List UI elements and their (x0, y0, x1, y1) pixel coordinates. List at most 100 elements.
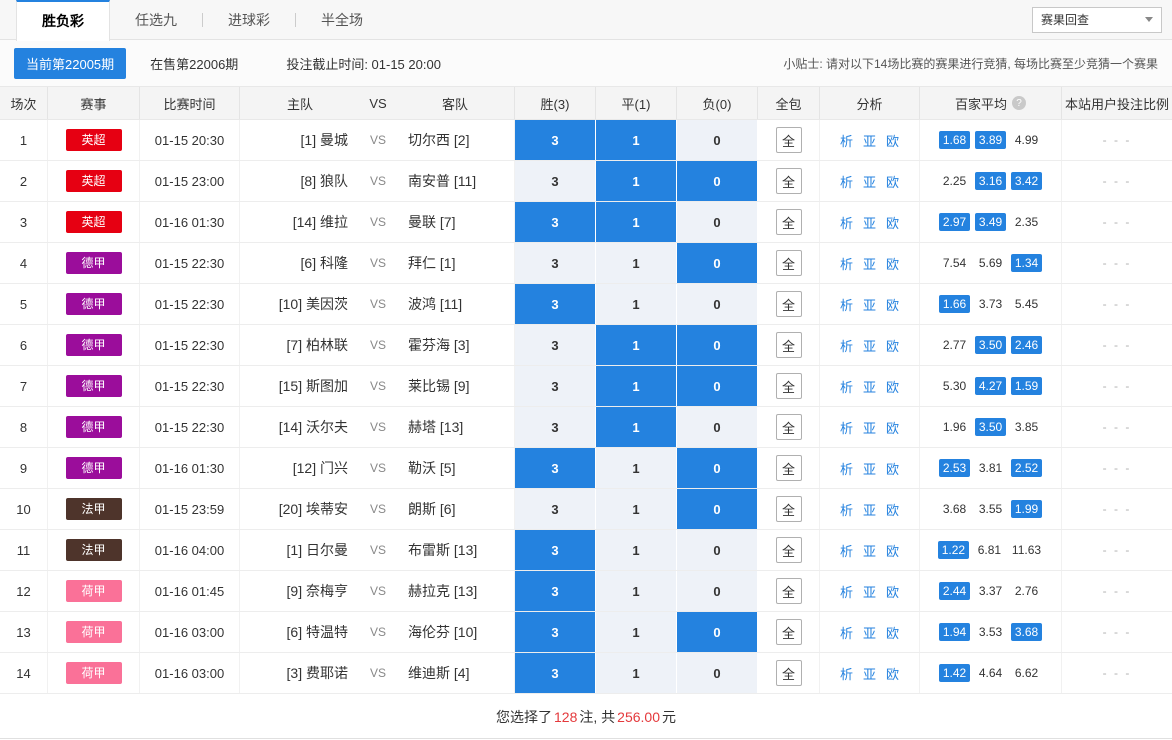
europe-odds-link[interactable]: 欧 (886, 420, 900, 436)
current-period-button[interactable]: 当前第22005期 (14, 47, 127, 79)
draw-option[interactable]: 1 (596, 653, 677, 693)
select-all-button[interactable]: 全 (775, 332, 802, 358)
select-all-button[interactable]: 全 (775, 496, 802, 522)
win-option[interactable]: 3 (515, 407, 596, 447)
draw-option[interactable]: 1 (596, 120, 677, 160)
draw-option[interactable]: 1 (596, 530, 677, 570)
europe-odds-link[interactable]: 欧 (886, 502, 900, 518)
draw-option[interactable]: 1 (596, 366, 677, 406)
lose-option[interactable]: 0 (677, 243, 758, 283)
select-all-button[interactable]: 全 (775, 455, 802, 481)
europe-odds-link[interactable]: 欧 (886, 461, 900, 477)
win-option[interactable]: 3 (515, 325, 596, 365)
win-option[interactable]: 3 (515, 489, 596, 529)
select-all-button[interactable]: 全 (775, 373, 802, 399)
lose-option[interactable]: 0 (677, 489, 758, 529)
europe-odds-link[interactable]: 欧 (886, 584, 900, 600)
europe-odds-link[interactable]: 欧 (886, 379, 900, 395)
europe-odds-link[interactable]: 欧 (886, 215, 900, 231)
europe-odds-link[interactable]: 欧 (886, 297, 900, 313)
analysis-link[interactable]: 析 (839, 174, 853, 190)
win-option[interactable]: 3 (515, 202, 596, 242)
lose-option[interactable]: 0 (677, 202, 758, 242)
tab-renxuanjiu[interactable]: 任选九 (135, 11, 177, 28)
asia-odds-link[interactable]: 亚 (862, 297, 876, 313)
win-option[interactable]: 3 (515, 161, 596, 201)
win-option[interactable]: 3 (515, 612, 596, 652)
europe-odds-link[interactable]: 欧 (886, 543, 900, 559)
asia-odds-link[interactable]: 亚 (862, 502, 876, 518)
analysis-link[interactable]: 析 (839, 338, 853, 354)
analysis-link[interactable]: 析 (839, 502, 853, 518)
asia-odds-link[interactable]: 亚 (862, 133, 876, 149)
analysis-link[interactable]: 析 (839, 666, 853, 682)
draw-option[interactable]: 1 (596, 612, 677, 652)
draw-option[interactable]: 1 (596, 407, 677, 447)
select-all-button[interactable]: 全 (775, 127, 802, 153)
analysis-link[interactable]: 析 (839, 543, 853, 559)
tab-banquanchang[interactable]: 半全场 (321, 11, 363, 28)
select-all-button[interactable]: 全 (775, 209, 802, 235)
analysis-link[interactable]: 析 (839, 256, 853, 272)
select-all-button[interactable]: 全 (775, 660, 802, 686)
win-option[interactable]: 3 (515, 653, 596, 693)
analysis-link[interactable]: 析 (839, 625, 853, 641)
analysis-link[interactable]: 析 (839, 461, 853, 477)
win-option[interactable]: 3 (515, 120, 596, 160)
help-icon[interactable]: ? (1012, 96, 1026, 110)
analysis-link[interactable]: 析 (839, 379, 853, 395)
draw-option[interactable]: 1 (596, 489, 677, 529)
europe-odds-link[interactable]: 欧 (886, 625, 900, 641)
lose-option[interactable]: 0 (677, 571, 758, 611)
europe-odds-link[interactable]: 欧 (886, 133, 900, 149)
asia-odds-link[interactable]: 亚 (862, 584, 876, 600)
draw-option[interactable]: 1 (596, 243, 677, 283)
select-all-button[interactable]: 全 (775, 537, 802, 563)
analysis-link[interactable]: 析 (839, 297, 853, 313)
draw-option[interactable]: 1 (596, 325, 677, 365)
asia-odds-link[interactable]: 亚 (862, 420, 876, 436)
lose-option[interactable]: 0 (677, 284, 758, 324)
select-all-button[interactable]: 全 (775, 291, 802, 317)
select-all-button[interactable]: 全 (775, 168, 802, 194)
asia-odds-link[interactable]: 亚 (862, 625, 876, 641)
win-option[interactable]: 3 (515, 366, 596, 406)
analysis-link[interactable]: 析 (839, 420, 853, 436)
draw-option[interactable]: 1 (596, 448, 677, 488)
europe-odds-link[interactable]: 欧 (886, 666, 900, 682)
lose-option[interactable]: 0 (677, 325, 758, 365)
lose-option[interactable]: 0 (677, 653, 758, 693)
asia-odds-link[interactable]: 亚 (862, 256, 876, 272)
europe-odds-link[interactable]: 欧 (886, 174, 900, 190)
win-option[interactable]: 3 (515, 243, 596, 283)
tab-jinqiucai[interactable]: 进球彩 (228, 11, 270, 28)
draw-option[interactable]: 1 (596, 161, 677, 201)
asia-odds-link[interactable]: 亚 (862, 215, 876, 231)
asia-odds-link[interactable]: 亚 (862, 543, 876, 559)
lose-option[interactable]: 0 (677, 161, 758, 201)
win-option[interactable]: 3 (515, 284, 596, 324)
lose-option[interactable]: 0 (677, 366, 758, 406)
tab-shengfucai[interactable]: 胜负彩 (16, 0, 110, 41)
europe-odds-link[interactable]: 欧 (886, 338, 900, 354)
on-sale-period-label[interactable]: 在售第22006期 (150, 56, 239, 72)
draw-option[interactable]: 1 (596, 571, 677, 611)
lose-option[interactable]: 0 (677, 448, 758, 488)
lose-option[interactable]: 0 (677, 120, 758, 160)
select-all-button[interactable]: 全 (775, 414, 802, 440)
lose-option[interactable]: 0 (677, 407, 758, 447)
lose-option[interactable]: 0 (677, 612, 758, 652)
asia-odds-link[interactable]: 亚 (862, 379, 876, 395)
europe-odds-link[interactable]: 欧 (886, 256, 900, 272)
asia-odds-link[interactable]: 亚 (862, 666, 876, 682)
win-option[interactable]: 3 (515, 530, 596, 570)
select-all-button[interactable]: 全 (775, 578, 802, 604)
draw-option[interactable]: 1 (596, 284, 677, 324)
win-option[interactable]: 3 (515, 571, 596, 611)
result-check-dropdown[interactable]: 赛果回查 (1032, 6, 1162, 33)
draw-option[interactable]: 1 (596, 202, 677, 242)
analysis-link[interactable]: 析 (839, 584, 853, 600)
analysis-link[interactable]: 析 (839, 215, 853, 231)
lose-option[interactable]: 0 (677, 530, 758, 570)
asia-odds-link[interactable]: 亚 (862, 461, 876, 477)
